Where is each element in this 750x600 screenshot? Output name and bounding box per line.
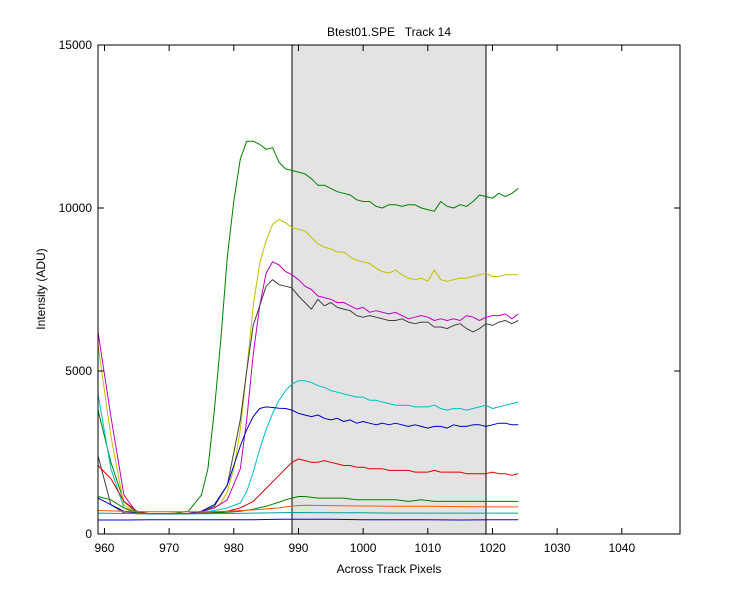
series-line-1 [97, 140, 519, 515]
tick-layer: 960 970 980 990 1000 1010 1020 1030 1040 0 5000 100… [59, 38, 680, 555]
x-tick-label-990: 990 [288, 541, 308, 555]
series-line-9 [97, 504, 519, 513]
x-tick-label-1020: 1020 [479, 541, 506, 555]
y-tick-label-15000: 15000 [59, 38, 93, 52]
series-layer [97, 140, 519, 521]
shaded-region [292, 45, 486, 534]
series-line-3 [97, 261, 519, 515]
y-tick-label-0: 0 [85, 527, 92, 541]
series-line-4 [97, 279, 519, 515]
x-tick-label-1030: 1030 [544, 541, 571, 555]
plot-frame [97, 44, 681, 535]
x-tick-label-1040: 1040 [608, 541, 635, 555]
chart-title: Btest01.SPE Track 14 [327, 25, 451, 39]
y-axis-label: Intensity (ADU) [34, 248, 48, 329]
shaded-region-layer [291, 45, 487, 534]
x-axis-label: Across Track Pixels [337, 562, 442, 576]
y-tick-label-5000: 5000 [65, 364, 92, 378]
x-tick-label-970: 970 [159, 541, 179, 555]
x-tick-label-1000: 1000 [350, 541, 377, 555]
series-line-10 [97, 512, 519, 515]
series-line-5 [97, 380, 519, 515]
x-tick-label-980: 980 [224, 541, 244, 555]
y-tick-label-10000: 10000 [59, 201, 93, 215]
series-line-6 [97, 406, 519, 515]
x-tick-label-960: 960 [94, 541, 114, 555]
series-line-11 [98, 518, 519, 521]
x-tick-label-1010: 1010 [414, 541, 441, 555]
